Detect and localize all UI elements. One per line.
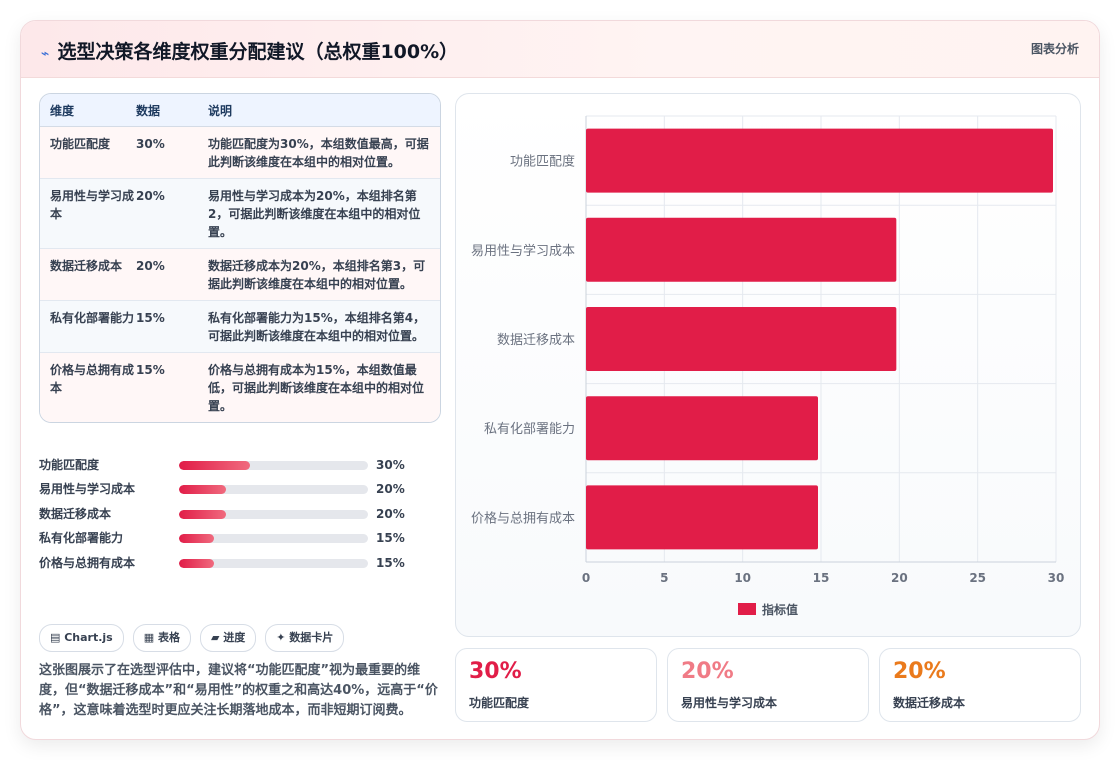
- row-note: 私有化部署能力为15%，本组排名第4，可据此判断该维度在本组中的相对位置。: [208, 311, 426, 343]
- kpi-value: 30%: [469, 659, 522, 684]
- progress-fill: [179, 461, 250, 470]
- column-header-note: 说明: [208, 103, 233, 118]
- progress-fill: [179, 559, 215, 568]
- kpi-label: 易用性与学习成本: [681, 696, 778, 710]
- row-dimension: 私有化部署能力: [50, 311, 135, 325]
- header: ⌁ 选型决策各维度权重分配建议（总权重100%） 图表分析: [21, 21, 1099, 78]
- bar: [586, 307, 897, 371]
- x-tick-label: 20: [891, 571, 908, 585]
- progress-row: 功能匹配度 30%: [39, 457, 419, 473]
- row-value: 15%: [136, 311, 165, 325]
- row-dimension: 价格与总拥有成本: [50, 363, 135, 395]
- progress-label: 易用性与学习成本: [39, 482, 136, 496]
- row-dimension: 易用性与学习成本: [50, 189, 135, 221]
- chip-table[interactable]: ▦ 表格: [132, 624, 191, 652]
- table-row: 功能匹配度 30% 功能匹配度为30%，本组数值最高，可据此判断该维度在本组中的…: [40, 127, 440, 179]
- y-tick-label: 私有化部署能力: [484, 422, 575, 437]
- x-tick-label: 25: [969, 571, 986, 585]
- kpi-value: 20%: [893, 659, 946, 684]
- row-value: 15%: [136, 363, 165, 377]
- chip-progress[interactable]: ▰ 进度: [199, 624, 257, 652]
- progress-label: 数据迁移成本: [39, 507, 112, 521]
- x-tick-label: 5: [660, 571, 668, 585]
- table-row: 数据迁移成本 20% 数据迁移成本为20%，本组排名第3，可据此判断该维度在本组…: [40, 249, 440, 301]
- data-table: 维度 数据 说明 功能匹配度 30% 功能匹配度为30%，本组数值最高，可据此判…: [39, 93, 441, 423]
- row-note: 功能匹配度为30%，本组数值最高，可据此判断该维度在本组中的相对位置。: [208, 137, 429, 169]
- progress-track: [179, 534, 368, 543]
- row-value: 20%: [136, 189, 165, 203]
- y-tick-label: 价格与总拥有成本: [471, 510, 575, 526]
- column-header-value: 数据: [136, 103, 161, 118]
- column-header-dimension: 维度: [50, 103, 75, 118]
- table-header: 维度 数据 说明: [40, 94, 440, 127]
- progress-percent: 15%: [376, 556, 405, 570]
- progress-fill: [179, 534, 215, 543]
- chip-chartjs[interactable]: ▤ Chart.js: [39, 624, 124, 652]
- bar: [586, 128, 1053, 193]
- progress-label: 功能匹配度: [39, 458, 100, 472]
- tech-chips: ▤ Chart.js ▦ 表格 ▰ 进度 ✦ 数据卡片: [39, 624, 353, 652]
- x-tick-label: 30: [1048, 571, 1065, 585]
- progress-track: [179, 559, 368, 568]
- progress-fill: [179, 485, 227, 494]
- x-tick-label: 0: [582, 571, 590, 585]
- table-row: 价格与总拥有成本 15% 价格与总拥有成本为15%，本组数值最低，可据此判断该维…: [40, 353, 440, 422]
- bar-chart-panel: 0 5 10 15 20 25 30 功能匹配度易用性与学习成本数据迁移成本私有化部署能力价格…: [455, 93, 1081, 637]
- row-dimension: 数据迁移成本: [50, 259, 123, 273]
- y-tick-label: 功能匹配度: [510, 154, 575, 170]
- table-row: 易用性与学习成本 20% 易用性与学习成本为20%，本组排名第2，可据此判断该维…: [40, 179, 440, 249]
- progress-row: 私有化部署能力 15%: [39, 530, 419, 546]
- chart-analysis-tag: 图表分析: [1030, 42, 1079, 56]
- bar: [586, 485, 818, 550]
- kpi-card: 20% 易用性与学习成本: [667, 648, 869, 722]
- progress-track: [179, 510, 368, 519]
- progress-fill: [179, 510, 227, 519]
- y-tick-label: 易用性与学习成本: [471, 243, 575, 259]
- progress-percent: 15%: [376, 531, 405, 545]
- chart-description: 这张图展示了在选型评估中，建议将“功能匹配度”视为最重要的维度，但“数据迁移成本…: [39, 663, 438, 718]
- legend-swatch: [738, 603, 756, 615]
- legend-label: 指标值: [762, 602, 798, 617]
- bar: [586, 217, 897, 282]
- progress-row: 价格与总拥有成本 15%: [39, 555, 419, 571]
- progress-row: 数据迁移成本 20%: [39, 506, 419, 522]
- row-note: 数据迁移成本为20%，本组排名第3，可据此判断该维度在本组中的相对位置。: [208, 259, 426, 291]
- progress-percent: 20%: [376, 507, 405, 521]
- kpi-label: 数据迁移成本: [893, 696, 966, 710]
- progress-track: [179, 461, 368, 470]
- progress-row: 易用性与学习成本 20%: [39, 481, 419, 497]
- chip-data-card[interactable]: ✦ 数据卡片: [265, 624, 345, 652]
- row-value: 30%: [136, 137, 165, 151]
- dashboard-card: ⌁ 选型决策各维度权重分配建议（总权重100%） 图表分析 维度 数据 说明 功能…: [20, 20, 1100, 740]
- table-row: 私有化部署能力 15% 私有化部署能力为15%，本组排名第4，可据此判断该维度在…: [40, 301, 440, 353]
- progress-label: 价格与总拥有成本: [39, 556, 136, 570]
- row-note: 价格与总拥有成本为15%，本组数值最低，可据此判断该维度在本组中的相对位置。: [208, 363, 425, 413]
- row-dimension: 功能匹配度: [50, 137, 111, 151]
- progress-label: 私有化部署能力: [39, 531, 124, 545]
- y-tick-label: 数据迁移成本: [497, 333, 575, 348]
- row-value: 20%: [136, 259, 165, 273]
- progress-percent: 30%: [376, 458, 405, 472]
- row-note: 易用性与学习成本为20%，本组排名第2，可据此判断该维度在本组中的相对位置。: [208, 189, 421, 239]
- x-tick-label: 10: [734, 571, 751, 585]
- kpi-card: 30% 功能匹配度: [455, 648, 657, 722]
- x-tick-label: 15: [813, 571, 830, 585]
- bar-chart: 0 5 10 15 20 25 30 功能匹配度易用性与学习成本数据迁移成本私有化部署能力价格…: [471, 115, 1065, 617]
- kpi-card: 20% 数据迁移成本: [879, 648, 1081, 722]
- page-title-text: 选型决策各维度权重分配建议（总权重100%）: [57, 41, 459, 63]
- kpi-label: 功能匹配度: [469, 696, 530, 710]
- chart-line-icon: ⌁: [41, 46, 50, 62]
- progress-track: [179, 485, 368, 494]
- bar: [586, 396, 818, 461]
- page-title: ⌁ 选型决策各维度权重分配建议（总权重100%）: [41, 37, 458, 64]
- kpi-value: 20%: [681, 659, 734, 684]
- progress-percent: 20%: [376, 482, 405, 496]
